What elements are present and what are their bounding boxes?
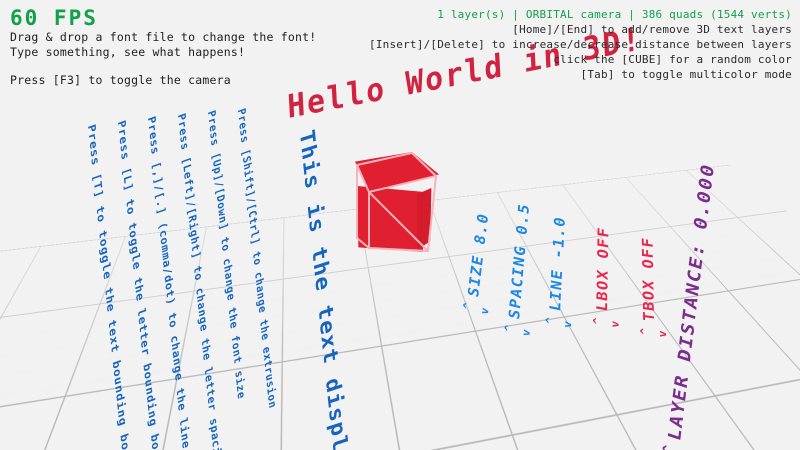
scene-status-line: 1 layer(s) | ORBITAL camera | 386 quads … [437, 8, 792, 21]
hud-left-panel: 60 FPS Drag & drop a font file to change… [10, 6, 316, 88]
hint-font-drop: Drag & drop a font file to change the fo… [10, 30, 317, 44]
hint-cube-random-color: click the [CUBE] for a random color [553, 53, 792, 66]
hint-layer-distance: [Insert]/[Delete] to increase/decrease d… [369, 38, 792, 51]
cube-front-face[interactable] [357, 186, 425, 252]
fps-counter: 60 FPS [10, 6, 98, 30]
hint-add-remove-layers: [Home]/[End] to add/remove 3D text layer… [512, 23, 792, 36]
hint-toggle-camera: Press [F3] to toggle the camera [10, 73, 231, 87]
cube-top-face[interactable] [355, 152, 439, 192]
hud-right-panel: 1 layer(s) | ORBITAL camera | 386 quads … [369, 7, 792, 82]
hint-type-something: Type something, see what happens! [10, 45, 246, 59]
hint-multicolor-mode: [Tab] to toggle multicolor mode [580, 68, 792, 81]
cube-object[interactable] [355, 152, 439, 252]
spacer [10, 60, 316, 73]
